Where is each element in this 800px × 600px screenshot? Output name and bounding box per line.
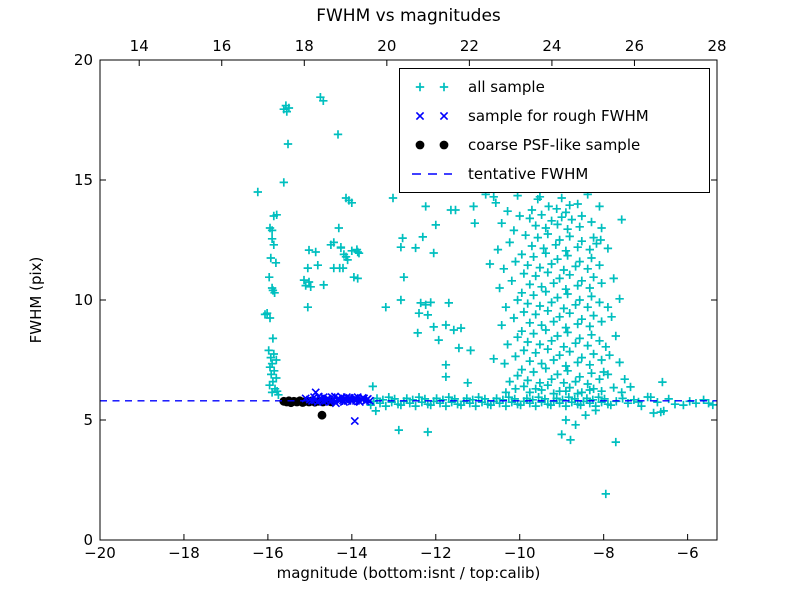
top-axis-tick-label: 28 (707, 37, 726, 55)
dot-marker-icon (415, 140, 449, 150)
y-axis-label: FWHM (pix) (27, 256, 45, 344)
scatter-series-all-sample (253, 93, 717, 499)
top-axis-tick-label: 16 (212, 37, 231, 55)
y-axis-tick-label: 10 (74, 291, 93, 309)
top-axis-tick-label: 26 (625, 37, 644, 55)
plus-glyph (439, 83, 449, 92)
scatter-series-rough-fwhm (301, 388, 375, 426)
y-axis-tick-label: 5 (83, 411, 93, 429)
dot-glyph (415, 140, 425, 150)
top-axis-tick-label: 24 (542, 37, 561, 55)
legend-item-psf-sample: coarse PSF-like sample (408, 131, 701, 159)
x-glyph (415, 111, 425, 121)
legend: all sample sample for rough FWHM coarse … (399, 68, 710, 193)
legend-label: coarse PSF-like sample (468, 135, 641, 154)
x-axis-tick-label: −8 (593, 544, 615, 562)
legend-label: tentative FWHM (468, 164, 589, 183)
legend-item-all-sample: all sample (408, 73, 701, 101)
legend-item-rough-fwhm: sample for rough FWHM (408, 102, 701, 130)
y-axis-tick-label: 0 (83, 531, 93, 549)
dot-glyph (439, 140, 449, 150)
x-axis-tick-label: −14 (336, 544, 368, 562)
scatter-series-psf-sample (317, 410, 327, 420)
top-axis-tick-label: 22 (460, 37, 479, 55)
x-axis-label: magnitude (bottom:isnt / top:calib) (276, 564, 541, 582)
legend-label: all sample (468, 78, 545, 97)
plus-glyph (415, 83, 425, 92)
legend-item-tentative-fwhm: tentative FWHM (408, 160, 701, 188)
y-axis-tick-label: 20 (74, 51, 93, 69)
x-axis-tick-label: −12 (420, 544, 452, 562)
legend-label: sample for rough FWHM (468, 107, 649, 126)
plot-title: FWHM vs magnitudes (316, 6, 501, 26)
plus-marker-icon (415, 83, 449, 92)
top-axis-tick-label: 14 (130, 37, 149, 55)
x-axis-tick-label: −18 (168, 544, 200, 562)
x-marker-icon (415, 111, 449, 121)
top-axis-tick-label: 20 (377, 37, 396, 55)
x-axis-tick-label: −10 (504, 544, 536, 562)
x-glyph (439, 111, 449, 121)
x-axis-tick-label: −16 (252, 544, 284, 562)
x-axis-tick-label: −6 (677, 544, 699, 562)
dash-line-icon (412, 172, 452, 175)
y-axis-tick-label: 15 (74, 171, 93, 189)
top-axis-tick-label: 18 (295, 37, 314, 55)
x-axis-tick-label: −20 (84, 544, 116, 562)
